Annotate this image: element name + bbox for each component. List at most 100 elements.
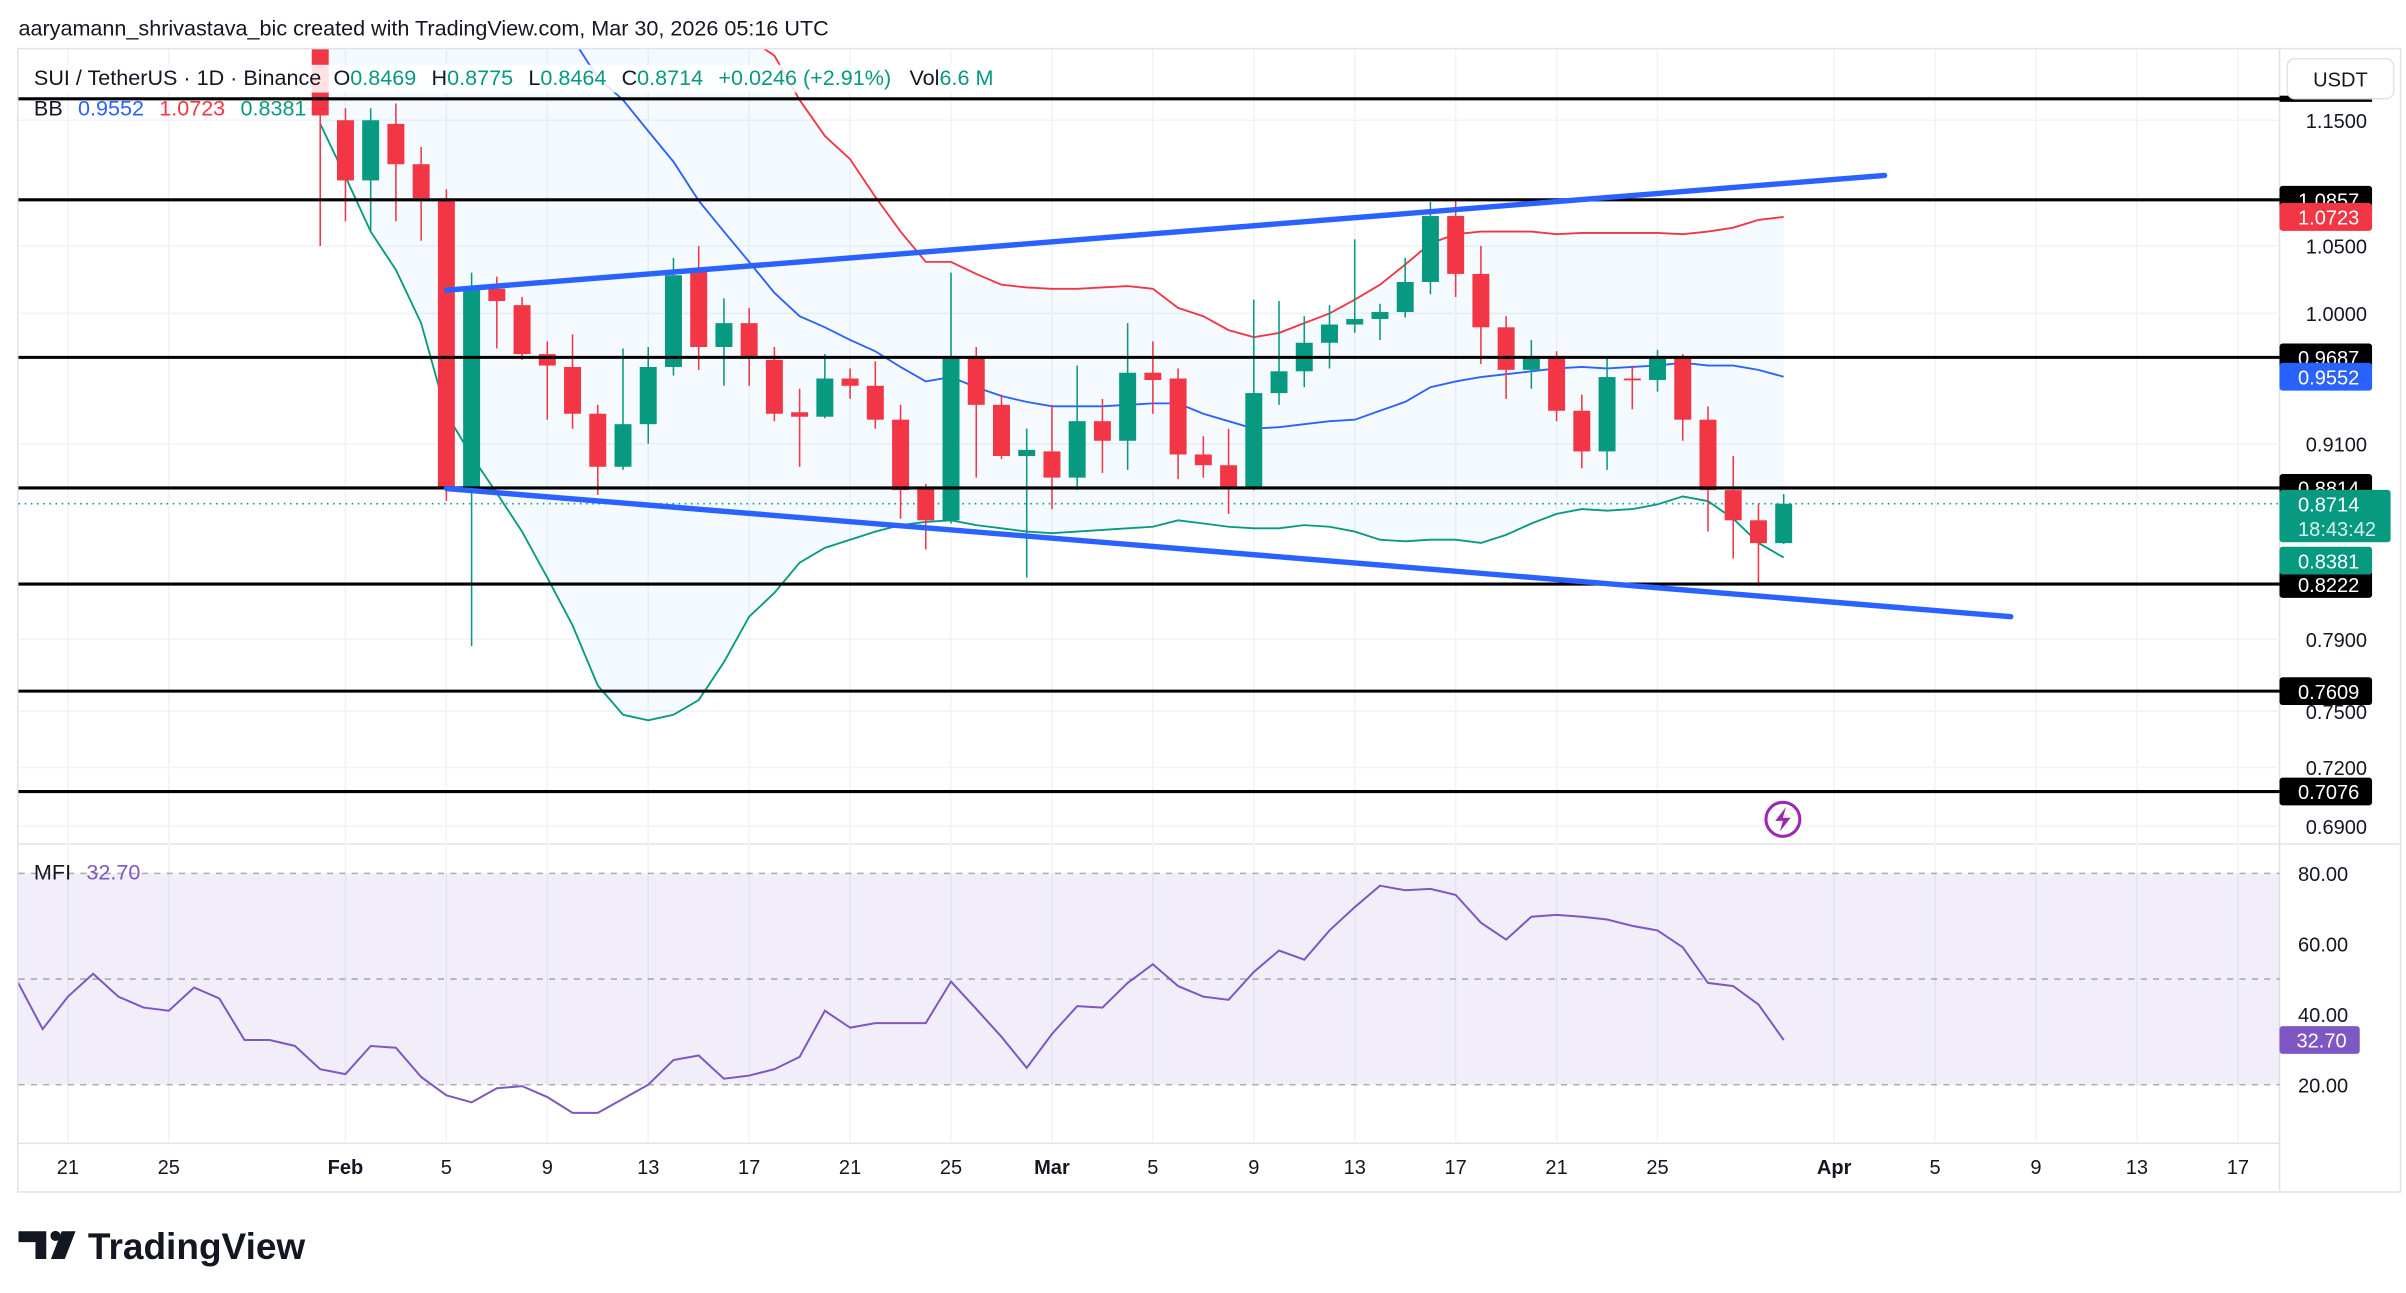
time-tick-label: 17	[1445, 1157, 1467, 1179]
candle-body	[1548, 356, 1566, 411]
candle-body	[1270, 371, 1288, 394]
currency-button[interactable]: USDT	[2286, 57, 2395, 100]
candle	[1699, 406, 1717, 532]
indicator-price-label-text: 0.8381	[2298, 551, 2359, 573]
candle	[1396, 257, 1414, 318]
candle-body	[1447, 216, 1465, 274]
mfi-legend-label: MFI	[34, 859, 71, 884]
lightning-event-icon[interactable]	[1764, 800, 1802, 838]
candle-body	[765, 359, 783, 414]
candle-body	[1371, 312, 1389, 319]
legend-low-value: 0.8464	[540, 65, 606, 90]
level-price-label: 0.7076	[2279, 777, 2373, 806]
candle-body	[816, 378, 834, 417]
candle	[1270, 301, 1288, 405]
legend-volume-value: 6.6 M	[939, 65, 993, 90]
indicator-price-label: 0.9552	[2279, 362, 2373, 391]
level-price-label-bg	[2279, 777, 2373, 806]
mfi-last-label-bg	[2279, 1026, 2360, 1054]
candle	[841, 368, 859, 399]
time-tick-label: 9	[2030, 1157, 2041, 1179]
last-price-label: 0.8714 18:43:42	[2279, 489, 2391, 543]
mfi-tick-label: 20.00	[2298, 1075, 2348, 1097]
price-axis-labels: 1.08570.96870.88140.82220.76090.70761.07…	[2279, 95, 2391, 1054]
level-price-label-bg	[2279, 677, 2373, 706]
candle-body	[1623, 378, 1641, 381]
time-tick-label: 13	[637, 1157, 659, 1179]
time-tick-label: Feb	[328, 1157, 364, 1179]
candle	[866, 361, 884, 429]
legend-close-label: C	[622, 65, 638, 90]
price-tick-label: 0.7200	[2306, 758, 2367, 780]
candle	[1447, 199, 1465, 297]
price-tick-label: 0.9100	[2306, 435, 2367, 457]
candle-body	[589, 413, 607, 467]
candle-body	[715, 323, 733, 348]
candle	[1194, 436, 1212, 478]
candle	[513, 296, 531, 360]
candle-body	[1472, 273, 1490, 328]
candle	[1623, 365, 1641, 410]
bb-legend-mid: 0.9552	[78, 96, 144, 121]
time-tick-label: Mar	[1034, 1157, 1070, 1179]
candle-body	[412, 164, 430, 199]
candle	[538, 341, 556, 420]
candle	[1749, 504, 1767, 587]
candle	[387, 103, 405, 222]
price-axis[interactable]: 1.1500 1.0500 1.0000 0.9100 0.7900 0.7500 0.72…	[2298, 111, 2367, 1097]
time-tick-label: 9	[1248, 1157, 1259, 1179]
candle-body	[967, 356, 985, 405]
indicator-price-label-bg	[2279, 546, 2373, 575]
indicator-price-label: 0.8381	[2279, 546, 2373, 575]
mfi-legend[interactable]: MFI 32.70	[34, 859, 140, 884]
level-price-label-text: 0.8222	[2298, 575, 2359, 597]
candle-body	[1724, 490, 1742, 521]
time-tick-label: 5	[441, 1157, 452, 1179]
legend-high-label: H	[432, 65, 448, 90]
price-tick-label: 0.7900	[2306, 630, 2367, 652]
currency-button-label[interactable]: USDT	[2313, 69, 2368, 91]
candle	[1346, 239, 1364, 333]
candle	[589, 404, 607, 495]
trendline	[443, 485, 2014, 620]
price-tick-label: 0.7500	[2306, 702, 2367, 724]
candle-body	[841, 378, 859, 386]
last-price-value: 0.8714	[2298, 494, 2359, 516]
attribution-text: aaryamann_shrivastava_bic created with T…	[19, 15, 829, 40]
level-price-label-bg	[2279, 570, 2373, 598]
time-tick-label: 5	[1147, 1157, 1158, 1179]
candle-body	[336, 120, 354, 181]
candle-body	[488, 288, 506, 302]
candle-body	[1194, 454, 1212, 466]
candle-body	[614, 424, 632, 467]
candle-body	[1018, 449, 1036, 456]
candle	[1573, 394, 1591, 469]
candle	[564, 334, 582, 429]
candle-body	[1043, 451, 1061, 478]
legend-symbol[interactable]: SUI / TetherUS · 1D · Binance	[34, 65, 321, 90]
candle	[1674, 354, 1692, 441]
time-axis[interactable]: 21 25 Feb 5 9 13 17 21 25 Mar 5 9 13 17 21 25 Apr 5 9 13 17	[57, 1157, 2249, 1179]
candle-body	[1068, 421, 1086, 478]
candle-body	[564, 366, 582, 414]
time-tick-label: 13	[2126, 1157, 2148, 1179]
mfi-tick-label: 40.00	[2298, 1005, 2348, 1027]
chart-frame	[16, 47, 2402, 1193]
candle	[1169, 368, 1187, 480]
candle	[1548, 351, 1566, 422]
candle	[463, 272, 481, 647]
bb-legend[interactable]: BB 0.9552 1.0723 0.8381	[34, 96, 307, 121]
candle	[639, 347, 657, 444]
candle-body	[1169, 378, 1187, 455]
tradingview-logo[interactable]: TradingView	[18, 1225, 306, 1267]
legend-line: SUI / TetherUS · 1D · Binance O0.8469 H0…	[34, 65, 994, 90]
candle-body	[437, 199, 455, 489]
indicator-price-label-text: 1.0723	[2298, 208, 2359, 230]
candle	[1144, 341, 1162, 414]
indicator-price-label-bg	[2279, 203, 2373, 231]
time-tick-label: 13	[1344, 1157, 1366, 1179]
candle-body	[1497, 327, 1515, 370]
bb-fill	[320, 49, 1784, 721]
candle-body	[1396, 281, 1414, 313]
candle-body	[1749, 520, 1767, 544]
